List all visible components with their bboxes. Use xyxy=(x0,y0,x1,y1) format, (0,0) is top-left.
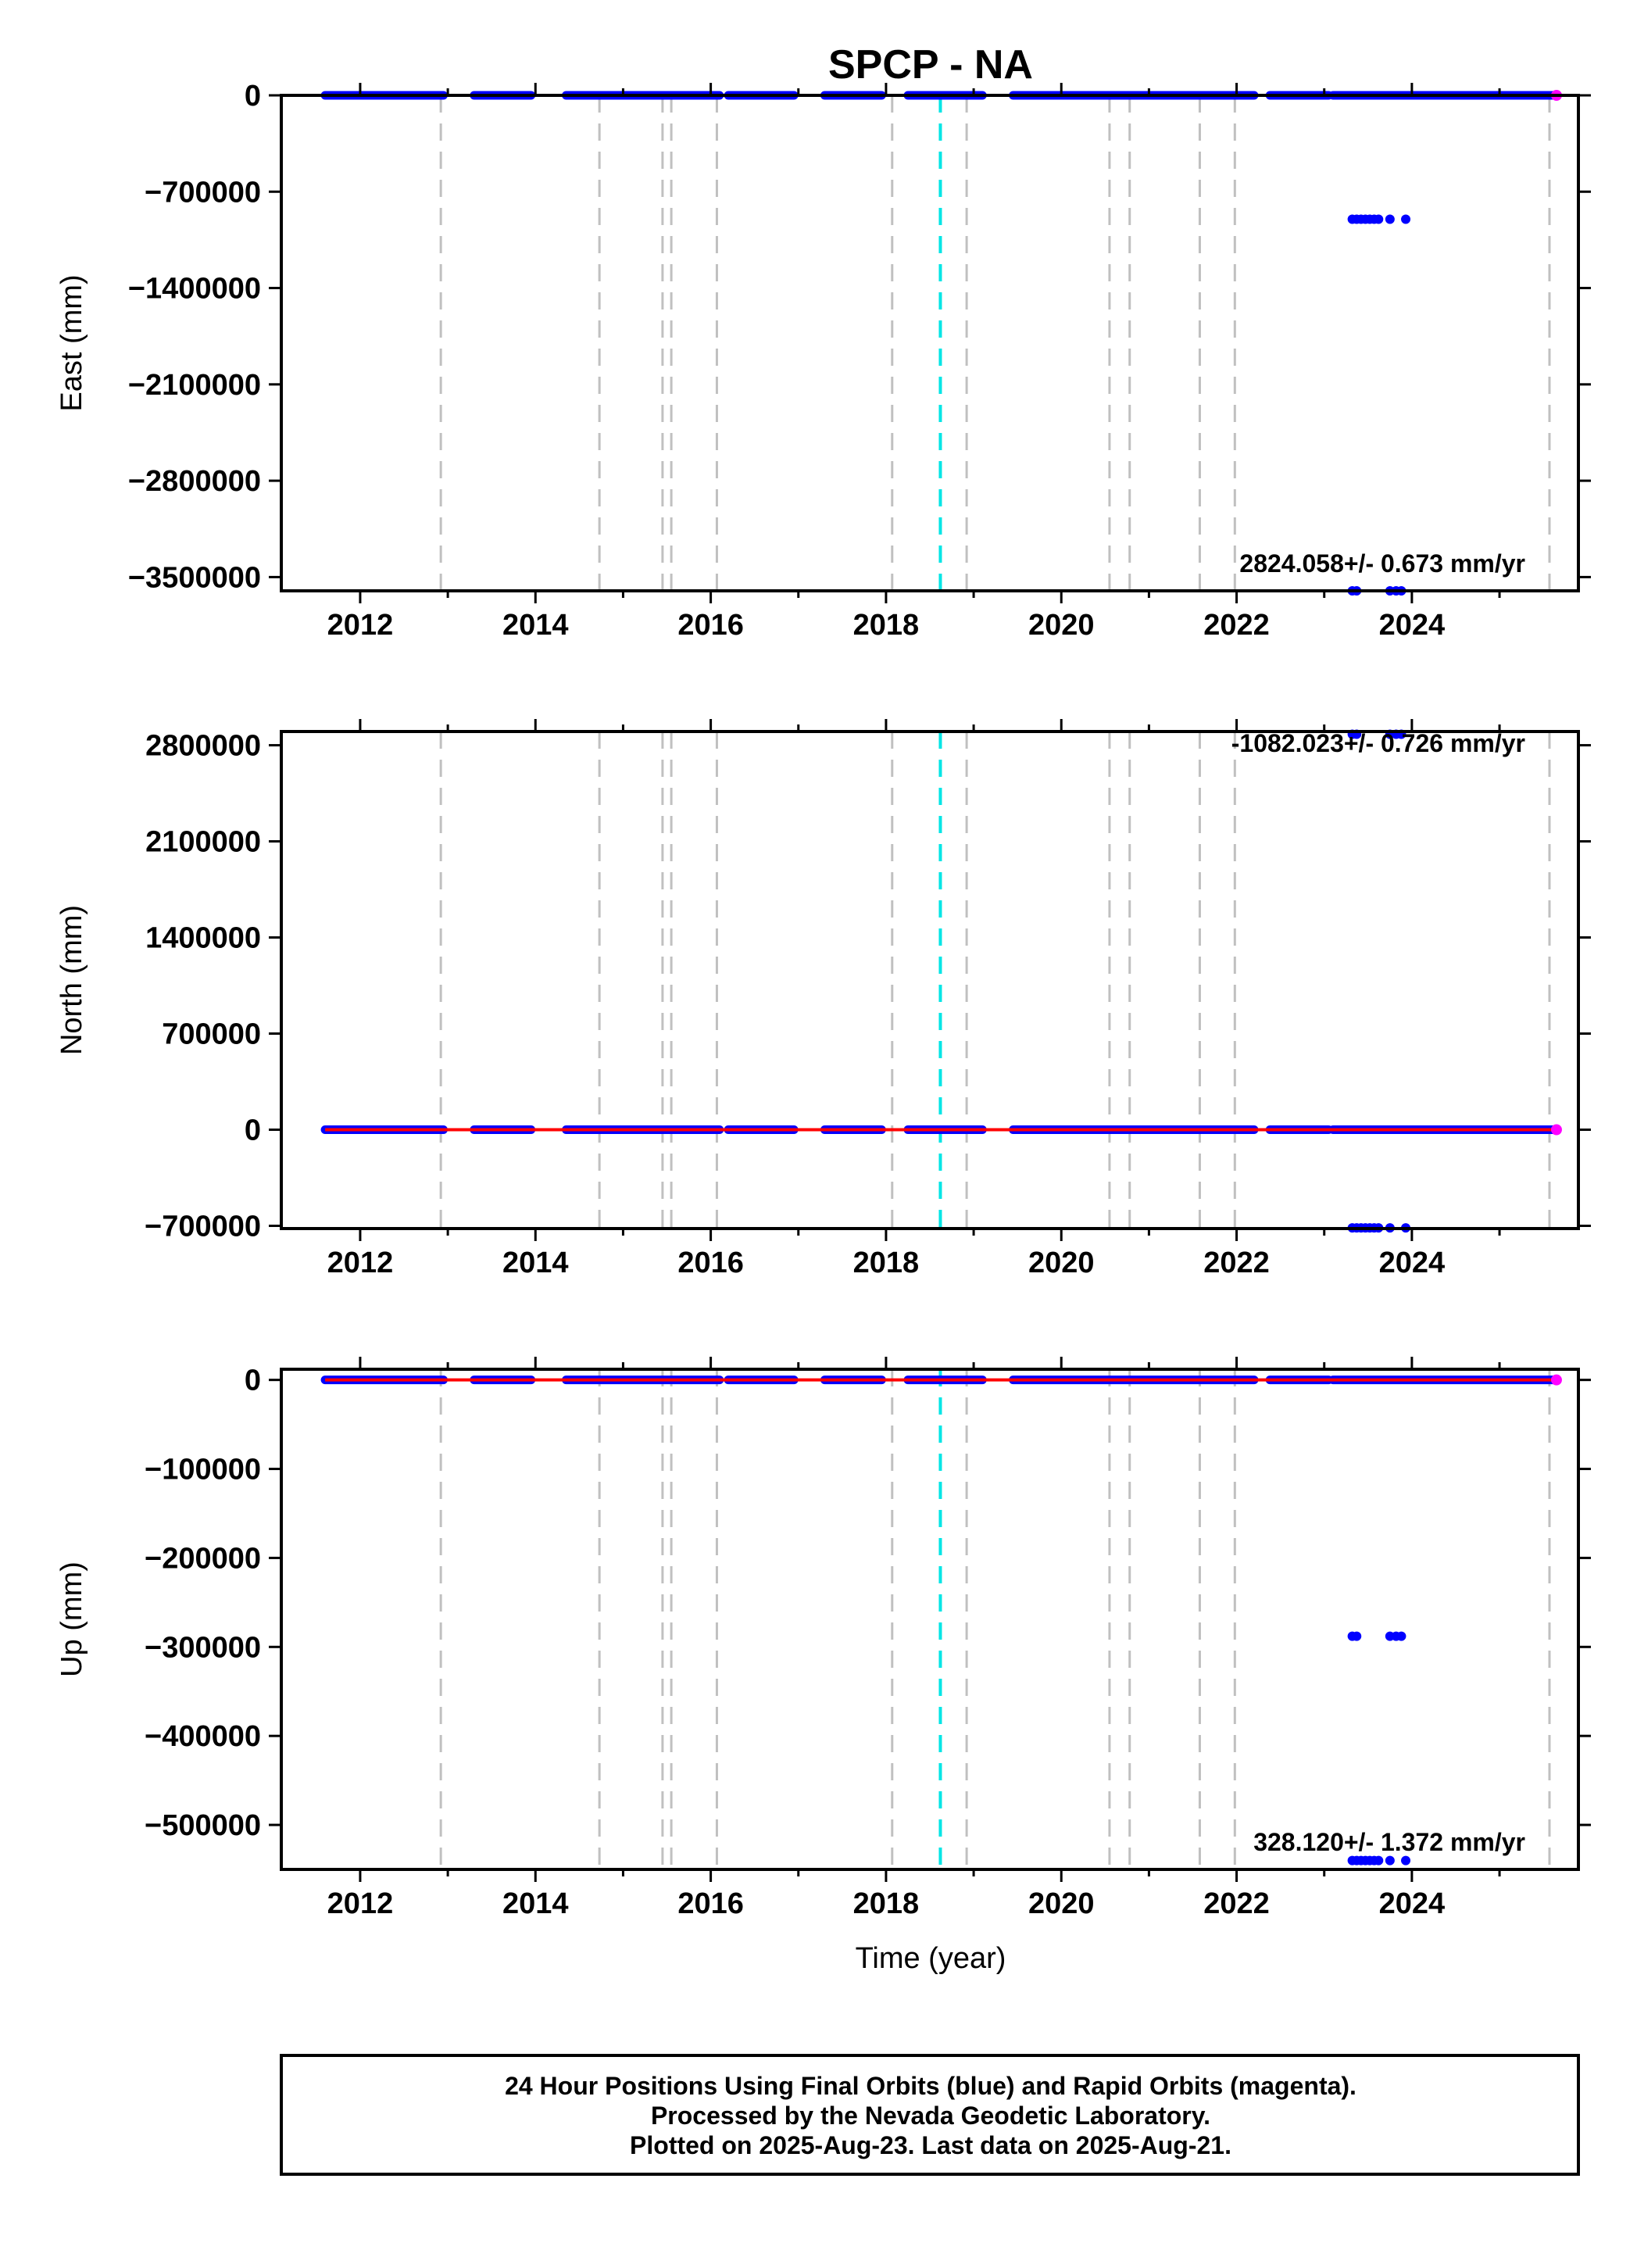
velocity-annotation: 328.120+/- 1.372 mm/yr xyxy=(1253,1828,1525,1856)
x-tick-label: 2020 xyxy=(1028,609,1095,642)
y-tick-label: −500000 xyxy=(145,1809,261,1842)
y-tick-label: 700000 xyxy=(162,1018,261,1051)
footer-line-2: Processed by the Nevada Geodetic Laborat… xyxy=(651,2102,1210,2130)
up-panel: 2012 2014 2016 2018 2020 2022 2024 0 −100000 −200… xyxy=(55,1357,1591,1920)
x-tick-label: 2012 xyxy=(327,1247,394,1279)
x-tick-label: 2016 xyxy=(677,1887,744,1920)
x-tick-label: 2016 xyxy=(677,609,744,642)
x-tick-label: 2016 xyxy=(677,1247,744,1279)
y-tick-label: 2800000 xyxy=(145,730,261,763)
y-tick-label: −300000 xyxy=(145,1631,261,1664)
x-tick-label: 2022 xyxy=(1203,1887,1270,1920)
x-tick-label: 2018 xyxy=(853,1247,920,1279)
outlier-point xyxy=(1401,214,1411,224)
x-tick-label: 2024 xyxy=(1379,1887,1446,1920)
x-tick-label: 2020 xyxy=(1028,1247,1095,1279)
footer-box: 24 Hour Positions Using Final Orbits (bl… xyxy=(280,2054,1580,2176)
outlier-point xyxy=(1374,214,1384,224)
plot-frame xyxy=(280,730,1580,1230)
y-tick-label: −700000 xyxy=(145,176,261,209)
north-panel: 2012 2014 2016 2018 2020 2022 2024 2800000 21000… xyxy=(55,719,1591,1279)
y-tick-label: 2100000 xyxy=(145,826,261,859)
y-tick-label: 0 xyxy=(245,1365,261,1397)
y-tick-label: −1400000 xyxy=(128,273,261,306)
velocity-annotation: -1082.023+/- 0.726 mm/yr xyxy=(1231,729,1525,757)
y-tick-label: −3500000 xyxy=(128,561,261,594)
x-tick-label: 2022 xyxy=(1203,1247,1270,1279)
chart-title: SPCP - NA xyxy=(828,42,1033,88)
y-axis-label: North (mm) xyxy=(55,905,88,1055)
footer-line-1: 24 Hour Positions Using Final Orbits (bl… xyxy=(505,2072,1356,2100)
outlier-point xyxy=(1396,1631,1406,1641)
y-tick-label: −200000 xyxy=(145,1542,261,1575)
footer-line-3: Plotted on 2025-Aug-23. Last data on 202… xyxy=(630,2131,1231,2159)
x-axis-label: Time (year) xyxy=(856,1942,1006,1975)
x-tick-label: 2024 xyxy=(1379,609,1446,642)
y-tick-label: 0 xyxy=(245,80,261,113)
x-tick-label: 2012 xyxy=(327,609,394,642)
outlier-point xyxy=(1352,1631,1362,1641)
outlier-point xyxy=(1385,1855,1395,1866)
y-tick-label: 1400000 xyxy=(145,922,261,955)
rapid-orbit-point xyxy=(1550,1374,1562,1386)
x-tick-label: 2012 xyxy=(327,1887,394,1920)
y-tick-label: −700000 xyxy=(145,1210,261,1243)
rapid-orbit-point xyxy=(1550,1124,1562,1136)
x-tick-label: 2022 xyxy=(1203,609,1270,642)
y-tick-label: −2800000 xyxy=(128,465,261,498)
plot-frame xyxy=(280,94,1580,592)
outlier-point xyxy=(1385,214,1395,224)
outlier-point xyxy=(1401,1855,1411,1866)
y-axis-label: Up (mm) xyxy=(55,1561,88,1677)
x-tick-label: 2018 xyxy=(853,609,920,642)
east-panel: 2012 2014 2016 2018 2020 2022 2024 0 −700000 −140… xyxy=(55,80,1591,642)
y-tick-label: −2100000 xyxy=(128,369,261,402)
x-tick-label: 2014 xyxy=(502,1247,569,1279)
y-tick-label: −100000 xyxy=(145,1454,261,1486)
y-axis-label: East (mm) xyxy=(55,274,88,411)
x-tick-label: 2014 xyxy=(502,609,569,642)
x-tick-label: 2024 xyxy=(1379,1247,1446,1279)
y-tick-label: −400000 xyxy=(145,1720,261,1753)
y-tick-label: 0 xyxy=(245,1114,261,1147)
velocity-annotation: 2824.058+/- 0.673 mm/yr xyxy=(1239,549,1525,578)
x-tick-label: 2014 xyxy=(502,1887,569,1920)
outlier-point xyxy=(1374,1855,1384,1866)
x-tick-label: 2018 xyxy=(853,1887,920,1920)
x-tick-label: 2020 xyxy=(1028,1887,1095,1920)
plot-frame xyxy=(280,1368,1580,1871)
